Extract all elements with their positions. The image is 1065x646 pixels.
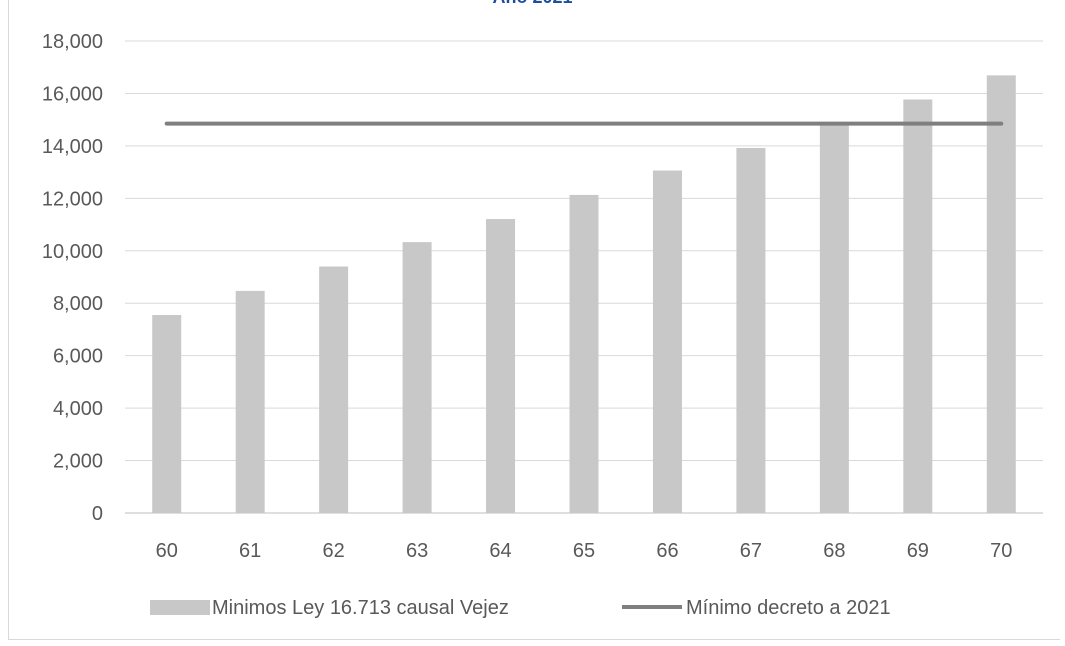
y-tick-label: 18,000 — [42, 31, 103, 53]
x-tick-label: 66 — [656, 540, 678, 562]
x-tick-label: 63 — [406, 540, 428, 562]
y-axis: 0 2,000 4,000 6,000 8,000 10,000 12,000 14,000 1… — [42, 31, 103, 525]
y-tick-label: 12,000 — [42, 188, 103, 210]
bar-series — [152, 75, 1016, 514]
y-tick-label: 16,000 — [42, 83, 103, 105]
x-tick-label: 62 — [323, 540, 345, 562]
y-tick-label: 6,000 — [53, 346, 103, 368]
bar — [319, 266, 349, 513]
chart-title: Año 2021 — [0, 0, 1065, 8]
x-tick-label: 65 — [573, 540, 595, 562]
chart-frame — [8, 0, 1060, 640]
x-tick-label: 70 — [990, 540, 1012, 562]
legend: Minimos Ley 16.713 causal Vejez Mínimo de… — [150, 597, 891, 619]
legend-label-line: Mínimo decreto a 2021 — [686, 597, 891, 619]
bar — [402, 242, 432, 513]
bar — [986, 75, 1016, 514]
x-tick-label: 68 — [823, 540, 845, 562]
bar — [152, 315, 182, 513]
bar — [819, 124, 849, 513]
y-tick-label: 14,000 — [42, 136, 103, 158]
bar — [235, 290, 265, 513]
bar — [486, 219, 516, 513]
x-tick-label: 60 — [156, 540, 178, 562]
legend-label-bar: Minimos Ley 16.713 causal Vejez — [212, 597, 509, 619]
y-tick-label: 2,000 — [53, 451, 103, 473]
x-tick-label: 64 — [489, 540, 511, 562]
bar — [736, 147, 766, 513]
y-tick-label: 10,000 — [42, 241, 103, 263]
x-tick-label: 67 — [740, 540, 762, 562]
y-tick-label: 0 — [92, 503, 103, 525]
bar — [569, 194, 599, 513]
x-tick-label: 69 — [907, 540, 929, 562]
x-tick-label: 61 — [239, 540, 261, 562]
y-tick-label: 4,000 — [53, 398, 103, 420]
legend-swatch-bar — [150, 600, 210, 615]
bar — [903, 99, 933, 513]
bar — [652, 170, 682, 513]
y-tick-label: 8,000 — [53, 293, 103, 315]
x-axis: 60 61 62 63 64 65 66 67 68 69 70 — [156, 540, 1013, 562]
